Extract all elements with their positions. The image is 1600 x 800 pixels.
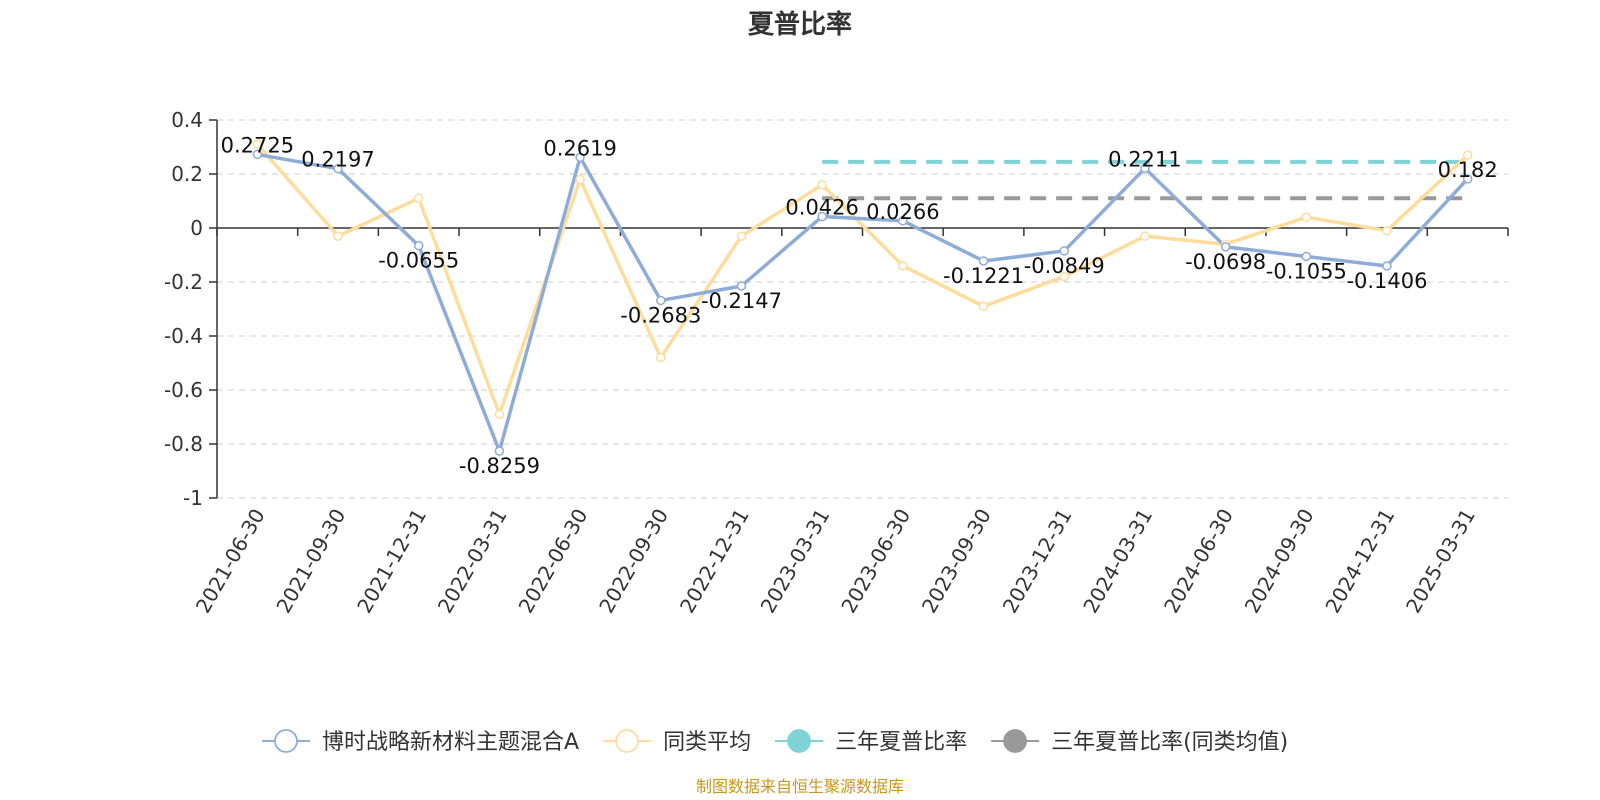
data-label: -0.2147 [701, 289, 782, 313]
x-tick-label: 2023-09-30 [917, 505, 996, 618]
data-point-average [413, 193, 424, 204]
x-tick-label: 2023-06-30 [836, 505, 915, 618]
data-label: 0.2725 [221, 133, 294, 157]
x-tick-label: 2021-09-30 [271, 505, 350, 618]
data-label: -0.1406 [1346, 269, 1427, 293]
legend-marker-icon [1003, 729, 1027, 753]
legend-item: 三年夏普比率(同类均值) [991, 729, 1288, 755]
series-line-average [256, 143, 1469, 417]
legend-label: 三年夏普比率(同类均值) [1051, 730, 1288, 755]
legend-marker-icon [274, 729, 298, 753]
legend-item: 博时战略新材料主题混合A [262, 729, 579, 755]
y-tick-label: 0 [190, 216, 203, 240]
grid-lines [217, 119, 1508, 499]
data-point-fund [252, 149, 263, 160]
chart-title: 夏普比率 [748, 9, 852, 40]
y-axis-ticks: 0.4 0.2 0 -0.2 -0.4 -0.6 -0.8 -1 [164, 108, 217, 510]
series-line-fund [257, 152, 1469, 453]
x-tick-label: 2022-09-30 [594, 505, 673, 618]
legend-marker-icon [787, 729, 811, 753]
source-note: 制图数据来自恒生聚源数据库 [696, 777, 904, 796]
data-point-fund [333, 163, 343, 174]
data-point-fund [494, 446, 505, 456]
data-point-fund [1140, 163, 1150, 174]
data-point-fund [817, 211, 827, 222]
x-tick-label: 2023-12-31 [998, 505, 1077, 618]
data-point-average [1462, 150, 1473, 160]
data-label: -0.1221 [943, 264, 1024, 288]
data-label: 0.2197 [301, 148, 374, 172]
x-tick-label: 2021-06-30 [191, 505, 270, 618]
legend-item: 三年夏普比率 [775, 729, 967, 755]
y-tick-label: -0.8 [164, 432, 203, 456]
x-tick-label: 2022-06-30 [514, 505, 593, 618]
data-label: -0.0698 [1185, 250, 1266, 274]
x-axis-ticks: 2021-06-30 2021-09-30 2021-12-31 2022-03-31… [191, 228, 1509, 618]
data-point-average [1140, 231, 1150, 241]
data-label: 0.0426 [785, 195, 858, 219]
data-label: 0.2211 [1108, 147, 1181, 171]
data-label: -0.2683 [620, 303, 701, 327]
data-label: -0.1055 [1266, 259, 1347, 283]
legend-label: 博时战略新材料主题混合A [322, 730, 579, 755]
x-tick-label: 2022-12-31 [675, 505, 754, 618]
data-point-average [1059, 271, 1069, 282]
data-point-average [736, 231, 747, 241]
data-point-fund [978, 256, 989, 266]
data-point-fund [1462, 174, 1473, 184]
data-point-average [1382, 225, 1392, 236]
data-point-fund [1220, 242, 1231, 252]
data-point-average [575, 174, 585, 185]
y-tick-label: 0.2 [171, 162, 203, 186]
y-tick-label: -1 [183, 486, 203, 510]
axes [216, 120, 1508, 498]
y-tick-label: -0.4 [164, 324, 203, 348]
x-tick-label: 2024-09-30 [1240, 505, 1319, 618]
legend: 博时战略新材料主题混合A 同类平均 三年夏普比率 三年夏普比率(同类均值) [262, 729, 1288, 755]
data-point-fund [1382, 261, 1392, 271]
y-tick-label: 0.4 [171, 108, 203, 132]
legend-item: 同类平均 [603, 729, 751, 755]
y-tick-label: -0.2 [164, 270, 203, 294]
legend-label: 同类平均 [663, 730, 751, 755]
data-label: -0.0849 [1024, 254, 1105, 278]
legend-label: 三年夏普比率 [835, 730, 967, 755]
x-tick-label: 2021-12-31 [352, 505, 431, 618]
data-point-fund [575, 152, 585, 163]
data-label: -0.0655 [378, 249, 459, 273]
data-label: -0.8259 [459, 454, 540, 478]
series-points [252, 139, 1473, 456]
series-lines [256, 143, 1469, 453]
x-tick-label: 2023-03-31 [756, 505, 835, 618]
data-point-average [978, 301, 989, 312]
data-labels: 0.27250.2197-0.0655-0.82590.2619-0.2683-… [221, 133, 1498, 478]
data-point-average [656, 352, 666, 363]
data-point-fund [413, 240, 424, 251]
data-label: 0.2619 [543, 136, 616, 160]
data-point-average [898, 261, 908, 271]
reference-lines [822, 159, 1468, 201]
data-point-average [494, 409, 505, 420]
x-tick-label: 2025-03-31 [1401, 505, 1480, 618]
y-tick-label: -0.6 [164, 378, 203, 402]
data-label: 0.0266 [866, 200, 939, 224]
data-point-average [252, 139, 263, 150]
data-point-fund [898, 216, 908, 226]
data-point-average [333, 231, 343, 241]
data-point-fund [1059, 246, 1069, 256]
data-point-average [1301, 212, 1312, 222]
data-label: 0.182 [1438, 158, 1498, 182]
legend-marker-icon [615, 729, 639, 753]
x-tick-label: 2024-03-31 [1078, 505, 1157, 618]
data-point-fund [736, 281, 747, 291]
data-point-average [817, 180, 827, 190]
x-tick-label: 2024-12-31 [1320, 505, 1399, 618]
data-point-fund [656, 295, 666, 306]
x-tick-label: 2024-06-30 [1159, 505, 1238, 618]
data-point-fund [1301, 251, 1312, 262]
x-tick-label: 2022-03-31 [433, 505, 512, 618]
